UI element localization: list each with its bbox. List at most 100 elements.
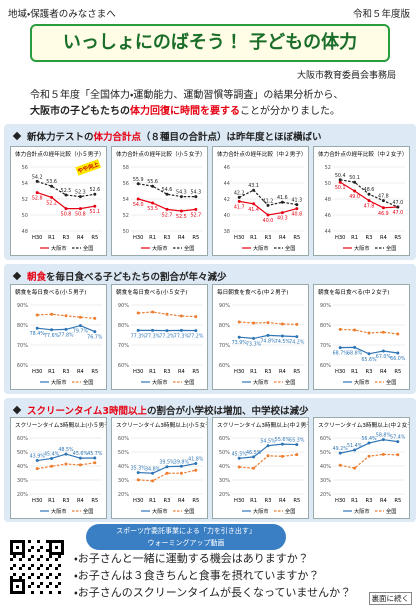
chart-svg: 体力合計点の経年比較（中２男子） 38 40 42 44 46 H30 R1 R3 R4 R5 41.… xyxy=(217,150,307,252)
qr-cell xyxy=(10,552,13,555)
data-label: 73.9% xyxy=(232,340,248,346)
data-point xyxy=(252,321,256,325)
y-tick-label: 52 xyxy=(123,213,129,219)
data-point xyxy=(381,438,385,442)
qr-cell xyxy=(46,576,49,579)
y-tick-label: 90% xyxy=(17,303,28,309)
data-label: 77.3% xyxy=(174,333,190,339)
qr-cell xyxy=(10,549,13,552)
data-label: 74.2% xyxy=(289,340,305,346)
data-point xyxy=(367,192,371,196)
data-point xyxy=(295,443,299,447)
data-label: 47.8 xyxy=(364,204,375,210)
legend-label: 大阪市 xyxy=(152,244,168,252)
chart-svg: 毎日朝食を食べる(中２男子) 60% 70% 80% 90% H30 R1 R3 R4 R5 73.… xyxy=(217,288,305,386)
qr-cell xyxy=(46,567,49,570)
data-point xyxy=(396,440,400,444)
qr-cell xyxy=(13,552,16,555)
data-point xyxy=(35,313,39,317)
data-point xyxy=(338,463,342,467)
data-label: 77.2% xyxy=(188,334,204,340)
data-label: 54.3 xyxy=(190,190,201,196)
data-point xyxy=(78,456,82,460)
chart: 朝食を毎日食べる(中２女子) 60% 70% 80% 90% H30 R1 R3 R4 R5 68.… xyxy=(313,284,410,390)
qr-cell xyxy=(58,555,61,558)
data-point xyxy=(35,467,39,471)
qr-cell xyxy=(31,546,34,549)
data-label: 77.8% xyxy=(58,332,74,338)
data-label: 34.8% xyxy=(145,466,161,472)
chart-title: 体力合計点の経年比較（中２女子） xyxy=(318,150,408,158)
y-tick-label: 44 xyxy=(325,229,331,235)
x-tick-label: R1 xyxy=(351,235,358,241)
legend-label: 大阪市 xyxy=(354,244,370,252)
qr-cell xyxy=(49,543,52,546)
qr-cell xyxy=(10,585,13,588)
data-point xyxy=(367,454,371,458)
y-tick-label: 54 xyxy=(22,181,28,187)
data-label: 47.0 xyxy=(392,200,403,206)
qr-cell xyxy=(22,588,25,591)
legend-label: 大阪市 xyxy=(354,378,370,386)
x-tick-label: R5 xyxy=(394,498,401,504)
data-label: 41.2 xyxy=(263,198,274,204)
audience: 地域・保護者のみなさまへ xyxy=(8,9,116,20)
data-point xyxy=(50,328,54,332)
qr-cell xyxy=(19,579,22,582)
data-label: 52.5 xyxy=(61,188,72,194)
qr-cell xyxy=(19,591,22,594)
data-point xyxy=(367,199,371,203)
chart: スクリーンタイム3時間以上(中２男子) 20% 30% 40% 50% 60% H30 R1 R… xyxy=(212,417,314,519)
qr-cell xyxy=(28,567,31,570)
video-bubble[interactable]: スポーツ庁委託事業による「力を引き出す」 ウォーミングアップ動画 xyxy=(86,524,286,550)
video-line: ウォーミングアップ動画 xyxy=(147,539,225,547)
x-tick-label: R1 xyxy=(48,498,55,504)
data-label: 55.6 xyxy=(147,179,158,185)
data-point xyxy=(151,479,155,483)
legend-label: 全国 xyxy=(184,244,194,252)
annotation-box xyxy=(75,159,101,176)
chart-svg: スクリーンタイム3時間以上(小５女子) 20% 30% 40% 50% 60% H30 R1 R… xyxy=(116,421,213,515)
data-point xyxy=(338,451,342,455)
x-tick-label: R5 xyxy=(91,498,98,504)
data-label: 66.0% xyxy=(390,356,406,362)
qr-cell xyxy=(58,591,61,594)
qr-cell xyxy=(58,552,61,555)
qr-cell xyxy=(37,540,40,543)
y-tick-label: 50% xyxy=(219,450,230,456)
qr-cell xyxy=(31,564,34,567)
chart-title: スクリーンタイム3時間以上(小５男子) xyxy=(15,421,106,429)
y-tick-label: 50% xyxy=(320,450,331,456)
data-point xyxy=(93,456,97,460)
y-tick-label: 20% xyxy=(17,492,28,498)
qr-cell xyxy=(16,579,19,582)
qr-cell xyxy=(13,564,16,567)
data-point xyxy=(64,327,68,331)
x-tick-label: H30 xyxy=(133,235,144,241)
data-label: 52.3 xyxy=(75,190,86,196)
data-point xyxy=(78,315,82,319)
y-tick-label: 60% xyxy=(320,363,331,369)
data-point xyxy=(194,461,198,465)
qr-cell xyxy=(55,552,58,555)
data-point xyxy=(165,465,169,469)
data-point xyxy=(237,456,241,460)
y-tick-label: 52 xyxy=(22,197,28,203)
x-tick-label: H30 xyxy=(234,498,245,504)
x-tick-label: R1 xyxy=(351,498,358,504)
qr-cell xyxy=(40,582,43,585)
x-tick-label: H30 xyxy=(234,369,245,375)
data-point xyxy=(252,455,256,459)
qr-cell xyxy=(31,573,34,576)
data-label: 58.8% xyxy=(376,433,392,439)
data-point xyxy=(64,193,68,197)
video-line: スポーツ庁委託事業による「力を引き出す」 xyxy=(116,527,256,535)
data-label: 77.6% xyxy=(44,333,60,339)
qr-cell xyxy=(16,552,19,555)
qr-cell xyxy=(10,576,13,579)
qr-cell xyxy=(10,567,13,570)
data-point xyxy=(367,352,371,356)
x-tick-label: R4 xyxy=(380,369,388,375)
legend-label: 全国 xyxy=(83,244,93,252)
qr-cell xyxy=(19,558,22,561)
